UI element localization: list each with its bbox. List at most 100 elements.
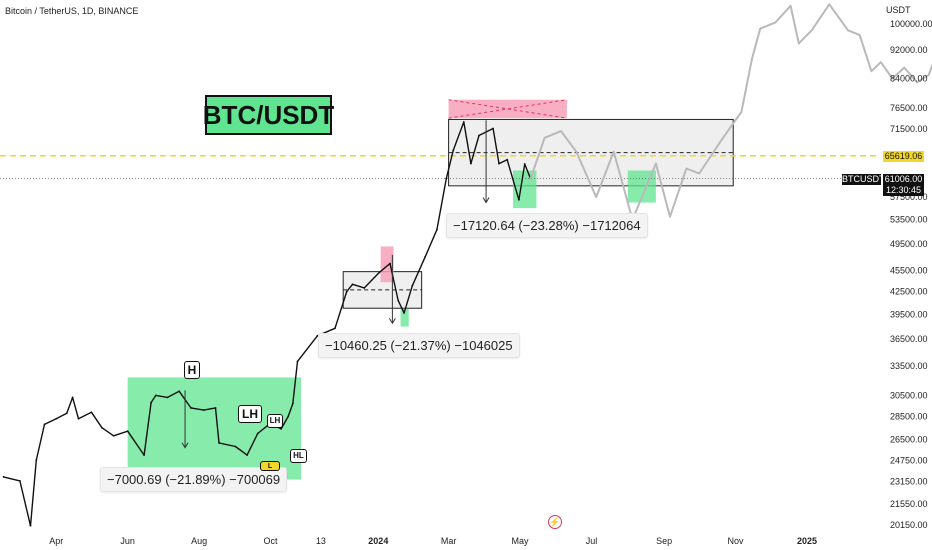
y-tick-label-17: 26500.00	[890, 434, 928, 444]
data-point-0-10	[101, 426, 103, 429]
data-point-1-19	[828, 3, 831, 6]
data-point-0-45	[469, 162, 472, 165]
measure-arrowhead-2	[482, 197, 490, 204]
data-point-0-18	[190, 407, 192, 409]
y-tick-label-2: 84000.00	[890, 74, 928, 84]
data-point-1-25	[903, 66, 906, 69]
data-point-1-1	[543, 136, 546, 139]
data-point-0-38	[403, 312, 405, 314]
y-tick-label-21: 20150.00	[890, 520, 928, 530]
data-point-1-9	[685, 167, 688, 170]
data-point-1-15	[774, 21, 777, 24]
data-point-1-7	[655, 162, 657, 165]
tag-lower-high-major: LH	[238, 405, 262, 423]
dashed-level-tag: 65619.06	[883, 151, 924, 162]
data-point-1-27	[927, 73, 930, 76]
x-tick-label-2: Aug	[191, 536, 207, 546]
x-tick-label-10: Nov	[728, 536, 745, 546]
y-tick-label-7: 57500.00	[890, 192, 928, 202]
x-tick-label-6: Mar	[441, 536, 457, 546]
data-point-0-8	[77, 417, 80, 420]
red-zone-1	[448, 99, 567, 119]
data-point-0-7	[71, 396, 74, 399]
y-tick-label-15: 30500.00	[890, 390, 928, 400]
red-zone-cross-b	[448, 99, 567, 119]
data-point-0-50	[517, 198, 520, 201]
tag-low: L	[260, 461, 280, 471]
data-point-0-41	[435, 228, 438, 231]
data-point-0-31	[334, 327, 336, 330]
data-point-0-49	[506, 158, 509, 161]
data-point-0-48	[498, 162, 500, 165]
data-point-0-12	[126, 430, 129, 433]
series-line-1	[529, 3, 932, 221]
data-point-1-11	[720, 139, 723, 141]
measure-label-2: −10460.25 (−21.37%) −1046025	[318, 333, 520, 358]
data-point-0-4	[43, 423, 46, 426]
data-point-1-22	[870, 70, 873, 73]
x-tick-label-8: Jul	[586, 536, 598, 546]
red-zone-cross-a	[448, 99, 567, 119]
data-point-0-42	[445, 177, 448, 180]
data-point-0-27	[287, 415, 290, 418]
data-point-0-47	[492, 127, 495, 130]
data-point-1-20	[847, 29, 849, 32]
data-point-0-19	[202, 409, 205, 411]
data-point-0-34	[363, 287, 366, 289]
data-point-0-0	[2, 476, 5, 478]
data-point-1-18	[810, 29, 813, 32]
y-tick-label-14: 33500.00	[890, 361, 928, 371]
symbol-price-tag: BTCUSDT	[842, 174, 885, 185]
data-point-1-0	[529, 177, 532, 180]
y-tick-label-13: 36500.00	[890, 334, 928, 344]
data-point-0-29	[296, 360, 299, 363]
data-point-0-2	[29, 524, 32, 527]
measure-label-3: −17120.64 (−23.28%) −1712064	[446, 213, 648, 238]
data-point-1-24	[891, 77, 894, 80]
data-point-0-35	[378, 271, 381, 274]
x-tick-label-4: 13	[316, 536, 326, 546]
countdown-value: 12:30:45	[885, 185, 922, 195]
x-tick-label-0: Apr	[49, 536, 63, 546]
data-point-1-26	[916, 81, 919, 84]
data-point-1-12	[740, 110, 743, 113]
data-point-0-20	[214, 407, 217, 409]
y-tick-label-19: 23150.00	[890, 477, 928, 487]
data-point-0-33	[351, 283, 354, 286]
data-point-0-11	[112, 434, 115, 437]
measure-arrowhead-1	[388, 318, 396, 325]
data-point-0-36	[389, 262, 391, 265]
y-tick-label-12: 39500.00	[890, 309, 928, 319]
y-tick-label-3: 76500.00	[890, 103, 928, 113]
x-tick-label-11: 2025	[797, 536, 817, 546]
y-tick-label-9: 49500.00	[890, 239, 928, 249]
data-point-1-8	[669, 215, 671, 218]
data-point-0-6	[65, 412, 68, 415]
data-point-0-22	[234, 445, 237, 448]
data-point-0-3	[35, 459, 38, 461]
x-tick-label-7: May	[512, 536, 530, 546]
data-point-1-13	[751, 57, 753, 60]
y-tick-label-0: 100000.00	[890, 19, 932, 29]
data-point-0-24	[256, 432, 259, 435]
y-tick-label-11: 42500.00	[890, 287, 928, 297]
data-point-0-21	[218, 441, 220, 444]
tradingview-logo-icon[interactable]: ⚡	[548, 515, 562, 529]
data-point-1-3	[575, 150, 578, 153]
data-point-0-51	[523, 163, 526, 165]
data-point-0-28	[291, 402, 294, 405]
data-point-1-23	[879, 61, 882, 64]
y-tick-label-8: 53500.00	[890, 215, 928, 225]
data-point-0-39	[411, 284, 414, 287]
currency-label: USDT	[886, 5, 911, 15]
data-point-0-1	[19, 480, 21, 482]
y-tick-label-10: 45500.00	[890, 265, 928, 275]
y-tick-label-16: 28500.00	[890, 412, 928, 422]
data-point-0-23	[246, 454, 249, 456]
x-tick-label-9: Sep	[656, 536, 672, 546]
x-tick-label-1: Jun	[120, 536, 135, 546]
y-tick-label-4: 71500.00	[890, 124, 928, 134]
data-point-1-4	[595, 196, 598, 198]
data-point-0-46	[478, 134, 480, 137]
red-zone-0	[380, 246, 394, 283]
